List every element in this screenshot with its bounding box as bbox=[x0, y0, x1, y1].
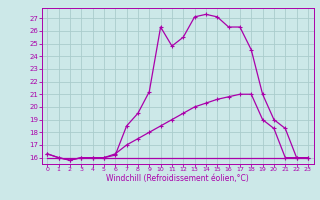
X-axis label: Windchill (Refroidissement éolien,°C): Windchill (Refroidissement éolien,°C) bbox=[106, 174, 249, 183]
